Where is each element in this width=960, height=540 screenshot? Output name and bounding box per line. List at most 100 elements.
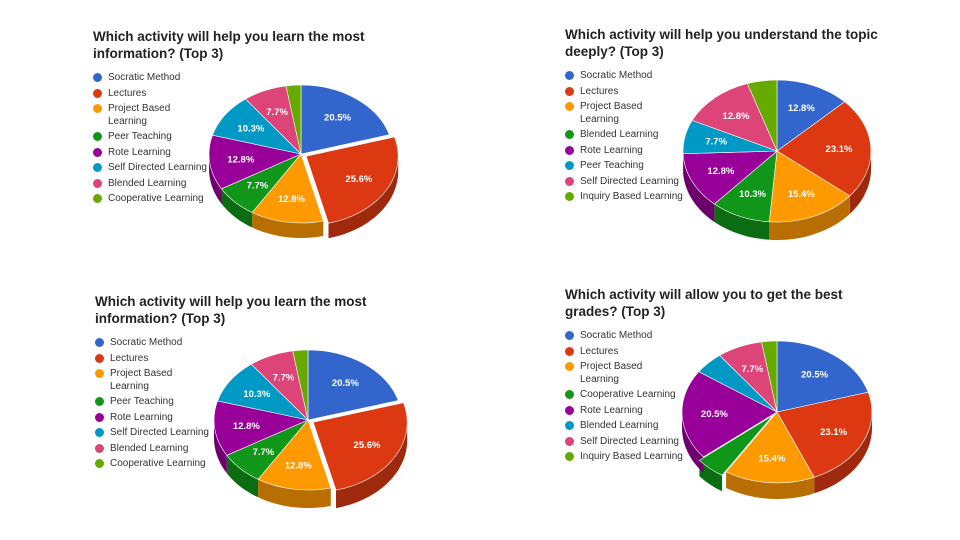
slice-label-blended-learning: 10.3% <box>739 189 766 200</box>
legend-label: Socratic Method <box>108 72 181 83</box>
slice-cooperative-learning[interactable] <box>292 349 309 421</box>
legend-item-self-directed-learning[interactable]: Self Directed Learning <box>95 427 213 440</box>
legend-swatch <box>95 353 104 363</box>
slice-project-based-learning[interactable] <box>251 153 324 224</box>
slice-rote-learning[interactable] <box>208 134 302 190</box>
legend-item-self-directed-learning[interactable]: Self Directed Learning <box>93 162 211 175</box>
slice-label-project-based-learning: 15.4% <box>758 454 785 465</box>
legend-item-socratic-method[interactable]: Socratic Method <box>93 72 211 85</box>
legend-swatch <box>93 147 102 157</box>
pie-chart[interactable]: 20.5%25.6%12.8%7.7%12.8%10.3%7.7% <box>93 28 423 268</box>
legend-item-inquiry-based-learning[interactable]: Inquiry Based Learning <box>565 451 683 464</box>
slice-side-rote-learning <box>214 420 227 474</box>
slice-label-lectures: 23.1% <box>820 427 847 438</box>
legend-item-project-based-learning[interactable]: Project Based Learning <box>565 361 683 386</box>
legend-swatch <box>95 459 104 468</box>
slice-lectures[interactable] <box>312 402 408 491</box>
legend-item-peer-teaching[interactable]: Peer Teaching <box>565 160 683 173</box>
slice-rote-learning[interactable] <box>681 371 778 458</box>
legend-item-lectures[interactable]: Lectures <box>565 86 683 99</box>
legend-item-project-based-learning[interactable]: Project Based Learning <box>565 101 683 126</box>
slice-lectures[interactable] <box>776 391 873 478</box>
legend-item-rote-learning[interactable]: Rote Learning <box>565 145 683 158</box>
legend-swatch <box>565 346 574 356</box>
legend-label: Self Directed Learning <box>110 427 209 438</box>
legend-swatch <box>565 362 574 371</box>
pie-sides <box>209 154 399 239</box>
slice-rote-learning[interactable] <box>682 150 778 205</box>
legend-item-lectures[interactable]: Lectures <box>95 353 213 366</box>
pie-labels: 20.5%25.6%12.8%7.7%12.8%10.3%7.7% <box>233 373 381 472</box>
chart-panel-1: Which activity will help you learn the m… <box>93 28 423 268</box>
legend-item-lectures[interactable]: Lectures <box>93 88 211 101</box>
legend-item-blended-learning[interactable]: Blended Learning <box>565 420 683 433</box>
pie-chart[interactable]: 12.8% 23.1% 15.4% 10.3% 12.8% 7.7% 12.8% <box>565 26 895 266</box>
slice-label-blended-learning: 7.7% <box>273 373 295 384</box>
slice-lectures[interactable] <box>305 136 399 224</box>
legend-item-cooperative-learning[interactable]: Cooperative Learning <box>95 458 213 471</box>
slice-label-rote-learning: 20.5% <box>701 409 728 420</box>
legend-item-blended-learning[interactable]: Blended Learning <box>565 129 683 142</box>
legend-item-lectures[interactable]: Lectures <box>565 346 683 359</box>
legend-item-self-directed-learning[interactable]: Self Directed Learning <box>565 436 683 449</box>
legend-item-peer-teaching[interactable]: Peer Teaching <box>95 396 213 409</box>
legend-item-project-based-learning[interactable]: Project Based Learning <box>95 368 213 393</box>
legend-item-cooperative-learning[interactable]: Cooperative Learning <box>93 193 211 206</box>
slice-inquiry-based-learning[interactable] <box>746 79 778 152</box>
legend-swatch <box>95 369 104 378</box>
slice-label-project-based-learning: 12.8% <box>278 194 305 205</box>
legend-swatch <box>93 104 102 113</box>
legend-item-rote-learning[interactable]: Rote Learning <box>93 147 211 160</box>
slice-self-directed-learning[interactable] <box>691 83 778 152</box>
legend-label: Lectures <box>108 87 147 99</box>
pie-labels: 12.8% 23.1% 15.4% 10.3% 12.8% 7.7% 12.8% <box>705 103 853 200</box>
pie-chart[interactable]: 20.5%25.6%12.8%7.7%12.8%10.3%7.7% <box>95 293 425 533</box>
pie-sides <box>682 412 872 499</box>
slice-cooperative-learning[interactable] <box>285 84 302 155</box>
slice-label-rote-learning: 12.8% <box>233 421 260 432</box>
chart-panel-3: Which activity will help you learn the m… <box>95 293 425 533</box>
legend-item-peer-teaching[interactable]: Peer Teaching <box>93 131 211 144</box>
slice-side-peer-teaching <box>226 455 259 498</box>
legend-swatch <box>565 421 574 430</box>
legend-item-blended-learning[interactable]: Blended Learning <box>95 443 213 456</box>
legend-item-self-directed-learning[interactable]: Self Directed Learning <box>565 176 683 189</box>
legend-item-socratic-method[interactable]: Socratic Method <box>565 70 683 83</box>
pie-tops <box>682 79 872 223</box>
legend-swatch <box>565 192 574 201</box>
slice-side-rote-learning <box>209 154 222 204</box>
legend-item-rote-learning[interactable]: Rote Learning <box>95 412 213 425</box>
slice-project-based-learning[interactable] <box>257 419 332 491</box>
slice-project-based-learning[interactable] <box>725 411 815 484</box>
slice-socratic-method[interactable] <box>776 79 846 152</box>
legend-label: Project Based Learning <box>580 361 643 385</box>
legend-item-blended-learning[interactable]: Blended Learning <box>93 178 211 191</box>
chart-panel-4: Which activity will allow you to get the… <box>565 286 895 526</box>
pie-chart[interactable]: 20.5% 23.1% 15.4% 20.5% 7.7% <box>565 286 895 526</box>
chart-title: Which activity will help you understand … <box>565 27 878 59</box>
legend-swatch <box>93 163 102 172</box>
slice-label-self-directed-learning: 7.7% <box>741 364 763 375</box>
slice-label-project-based-learning: 12.8% <box>285 461 312 472</box>
legend-swatch <box>565 161 574 170</box>
slice-socratic-method[interactable] <box>307 349 399 421</box>
slice-rote-learning[interactable] <box>213 400 309 456</box>
legend-label: Socratic Method <box>580 70 653 81</box>
slice-project-based-learning[interactable] <box>768 150 851 223</box>
chart-panel-2: Which activity will help you understand … <box>565 26 895 266</box>
legend-item-cooperative-learning[interactable]: Cooperative Learning <box>565 389 683 402</box>
legend-item-inquiry-based-learning[interactable]: Inquiry Based Learning <box>565 191 683 204</box>
slice-socratic-method[interactable] <box>776 340 869 413</box>
slice-inquiry-based-learning[interactable] <box>761 340 778 413</box>
slice-label-socratic-method: 20.5% <box>801 370 828 381</box>
slice-cooperative-learning[interactable] <box>698 415 774 476</box>
legend-item-socratic-method[interactable]: Socratic Method <box>565 330 683 343</box>
slice-side-lectures <box>328 156 399 239</box>
legend-item-project-based-learning[interactable]: Project Based Learning <box>93 103 211 128</box>
legend-label: Blended Learning <box>580 420 659 431</box>
chart-legend: Socratic Method Lectures Project Based L… <box>565 70 683 207</box>
slice-lectures[interactable] <box>776 101 872 197</box>
legend-item-rote-learning[interactable]: Rote Learning <box>565 405 683 418</box>
slice-socratic-method[interactable] <box>300 84 390 155</box>
legend-item-socratic-method[interactable]: Socratic Method <box>95 337 213 350</box>
